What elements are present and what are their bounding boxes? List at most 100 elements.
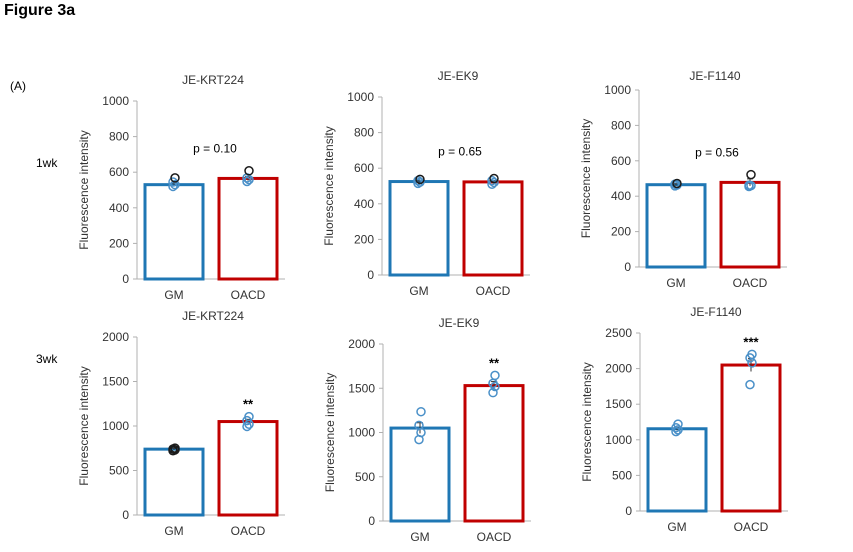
y-tick-label: 1000 [605,433,632,447]
data-point [170,443,180,453]
y-tick-label: 200 [354,232,374,246]
y-tick-label: 0 [122,272,129,286]
bar-gm [143,183,205,281]
data-point [415,177,425,187]
y-tick-label: 1000 [347,90,374,104]
bar-oacd [217,176,279,281]
y-tick-label: 800 [611,118,631,132]
x-tick-label: OACD [231,288,266,302]
y-tick-label: 0 [122,508,129,522]
y-tick-label: 800 [109,130,129,144]
chart-title: JE-F1140 [690,305,741,319]
bar-gm [645,183,707,269]
y-tick-label: 1000 [604,83,631,97]
x-tick-label: GM [409,284,428,298]
chart-title: JE-KRT224 [182,73,244,87]
data-point [487,179,497,189]
bar-gm [388,180,450,277]
chart-title: JE-F1140 [689,69,740,83]
y-tick-label: 0 [624,260,631,274]
data-point [413,175,423,186]
data-point [672,178,682,189]
bar-oacd [719,180,781,269]
y-tick-label: 2000 [348,337,375,351]
y-tick-label: 500 [612,468,632,482]
y-tick-label: 500 [109,464,129,478]
x-tick-label: OACD [231,524,266,538]
y-tick-label: 400 [354,197,374,211]
data-point [242,176,252,187]
y-tick-label: 1500 [102,375,129,389]
y-tick-label: 1000 [102,94,129,108]
y-axis-label: Fluorescence intensity [77,366,91,485]
significance-annotation: ** [489,355,500,370]
data-point [170,173,180,183]
figure-title: Figure 3a [4,2,76,19]
row-label-3wk: 3wk [36,352,58,366]
significance-annotation: ** [243,397,254,412]
data-point [487,175,497,186]
y-tick-label: 600 [611,154,631,168]
chart-title: JE-EK9 [438,69,479,83]
significance-annotation: p = 0.56 [695,145,739,159]
bar-gm [143,447,205,517]
data-point [170,179,180,190]
bar-oacd [720,363,782,513]
y-tick-label: 1000 [348,426,375,440]
y-tick-label: 400 [109,201,129,215]
data-point [673,425,683,435]
chart-title: JE-KRT224 [182,309,244,323]
data-point [488,387,498,398]
significance-annotation: p = 0.65 [438,145,482,159]
y-tick-label: 1000 [102,419,129,433]
y-axis-label: Fluorescence intensity [77,130,91,249]
data-point [489,177,499,188]
y-tick-label: 600 [354,161,374,175]
y-tick-label: 1500 [348,381,375,395]
chart-title: JE-EK9 [439,316,480,330]
bar-oacd [217,420,279,517]
data-point [244,174,254,185]
y-tick-label: 800 [354,126,374,140]
data-point [242,421,252,432]
bar-gm [389,426,451,523]
data-point [489,173,499,184]
data-point [744,180,754,190]
bar-gm [646,427,708,513]
x-tick-label: GM [667,520,686,534]
x-tick-label: OACD [734,520,769,534]
y-axis-label: Fluorescence intensity [580,362,594,481]
x-tick-label: GM [410,530,429,544]
panel-label: (A) [10,79,26,93]
data-point [746,169,756,180]
y-tick-label: 2500 [605,326,632,340]
y-tick-label: 1500 [605,397,632,411]
data-point [673,419,683,429]
data-point [244,411,254,422]
bar-oacd [462,180,524,277]
y-tick-label: 2000 [102,330,129,344]
y-axis-label: Fluorescence intensity [579,119,593,238]
y-tick-label: 200 [611,225,631,239]
data-point [416,406,426,417]
data-point [244,166,254,176]
bar-oacd [463,384,525,523]
data-point [415,174,425,185]
data-point [490,370,500,381]
y-tick-label: 400 [611,189,631,203]
y-tick-label: 200 [109,236,129,250]
y-axis-label: Fluorescence intensity [322,126,336,245]
significance-annotation: p = 0.10 [193,141,237,155]
y-tick-label: 2000 [605,362,632,376]
row-label-1wk: 1wk [36,156,58,170]
y-tick-label: 0 [625,504,632,518]
significance-annotation: *** [743,334,759,349]
x-tick-label: OACD [477,530,512,544]
y-axis-label: Fluorescence intensity [323,373,337,492]
y-tick-label: 500 [355,470,375,484]
data-point [745,379,755,390]
data-point [168,181,178,192]
x-tick-label: GM [666,276,685,290]
x-tick-label: GM [164,288,183,302]
